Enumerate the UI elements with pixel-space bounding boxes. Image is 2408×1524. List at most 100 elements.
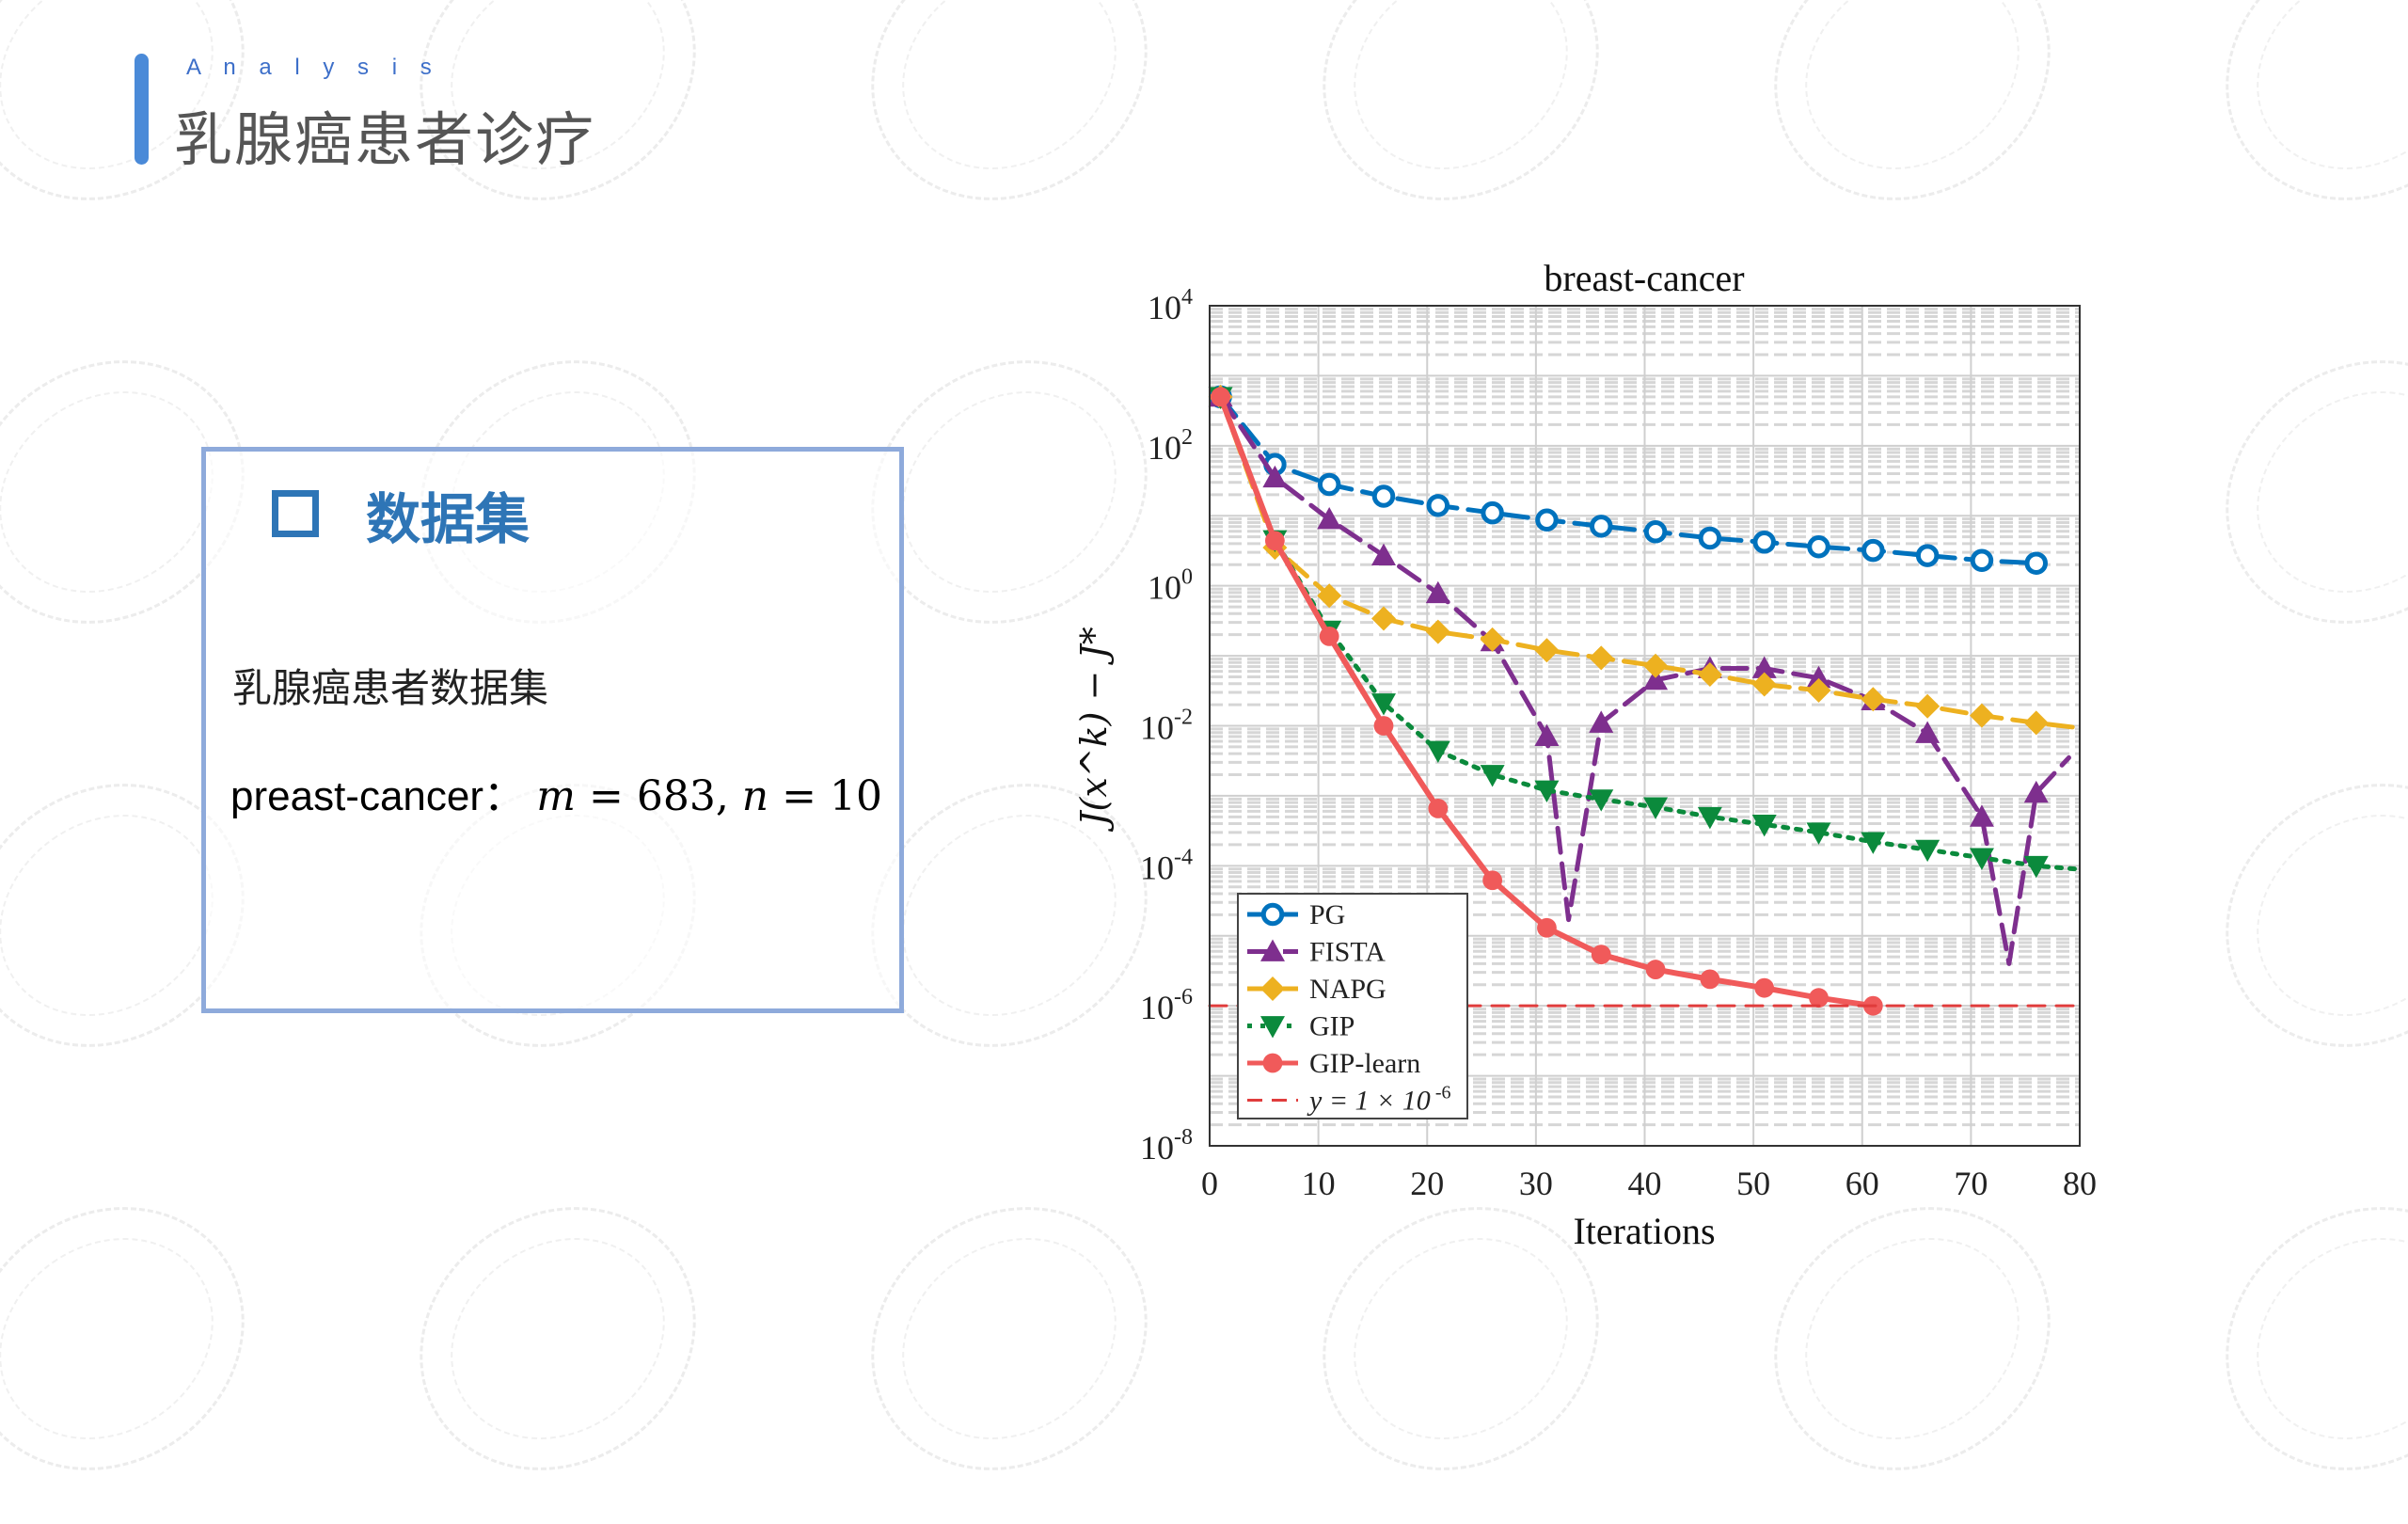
y-tick-label: 10-6: [1140, 985, 1193, 1026]
legend-label: y = 1 × 10 -6: [1307, 1083, 1450, 1117]
data-point: [2024, 551, 2048, 575]
data-point: [1534, 780, 1560, 803]
data-point: [1700, 969, 1720, 990]
data-point: [1534, 638, 1560, 663]
data-point: [1969, 848, 1994, 870]
title-accent-bar: [135, 54, 149, 165]
dataset-formula: preast-cancer： m = 683, n = 10: [230, 772, 882, 820]
y-axis-label: J(x^k) − J*: [1073, 627, 1115, 832]
legend-label: GIP-learn: [1309, 1048, 1420, 1079]
data-point: [1425, 619, 1450, 644]
data-point: [1643, 520, 1668, 544]
dataset-heading: 数据集: [366, 487, 531, 551]
data-point: [1752, 531, 1776, 554]
legend-item: GIP: [1247, 1011, 1354, 1042]
data-point: [1264, 531, 1285, 551]
page-title: 乳腺癌患者诊疗: [174, 105, 596, 174]
n-symbol: n: [741, 772, 769, 820]
data-point: [1317, 507, 1342, 530]
data-point: [1317, 583, 1342, 609]
data-point: [1915, 721, 1941, 743]
data-point: [1806, 665, 1831, 689]
x-axis-label: Iterations: [1573, 1210, 1715, 1252]
legend-marker-icon: [1260, 939, 1285, 961]
data-point: [1969, 804, 1994, 827]
plot-frame: [1209, 305, 2081, 1147]
data-point: [1262, 465, 1288, 488]
data-point: [1698, 526, 1722, 550]
data-point: [1371, 693, 1396, 716]
legend-marker-icon: [1262, 1053, 1283, 1073]
data-point: [1751, 814, 1777, 837]
data-point: [1643, 667, 1669, 691]
legend-marker-icon: [1260, 976, 1285, 1001]
x-tick-label: 40: [1628, 1165, 1662, 1202]
legend-label: GIP: [1309, 1011, 1354, 1042]
m-value: 683: [636, 772, 716, 820]
data-point: [1861, 687, 1886, 712]
y-tick-label: 104: [1148, 285, 1193, 326]
data-point: [1754, 977, 1775, 998]
data-point: [1373, 716, 1394, 736]
data-point: [1697, 661, 1722, 687]
y-tick-label: 10-2: [1140, 706, 1193, 747]
data-point: [1806, 822, 1831, 845]
legend-label: NAPG: [1309, 974, 1386, 1005]
legend-item: PG: [1247, 899, 1345, 930]
legend-item: NAPG: [1247, 974, 1386, 1005]
dataset-panel: 数据集 乳腺癌患者数据集 preast-cancer： m = 683, n =…: [201, 447, 904, 1013]
series-line: [1218, 394, 2083, 731]
section-subtitle: A n a l y s i s: [186, 55, 440, 80]
legend-item: FISTA: [1247, 937, 1386, 968]
x-tick-label: 30: [1519, 1165, 1553, 1202]
square-bullet-icon: [272, 490, 319, 537]
data-point: [1589, 789, 1614, 812]
data-point: [2023, 710, 2049, 736]
data-point: [1535, 508, 1559, 532]
data-point: [1807, 535, 1830, 559]
data-point: [1970, 548, 1994, 572]
data-point: [1480, 765, 1505, 787]
legend-label: FISTA: [1309, 937, 1386, 968]
data-point: [1537, 917, 1557, 938]
chart-title: breast-cancer: [1544, 257, 1744, 299]
y-tick-label: 100: [1148, 565, 1193, 607]
m-symbol: m: [536, 772, 576, 820]
legend-box: [1237, 893, 1468, 1119]
data-point: [1481, 500, 1504, 525]
x-tick-label: 50: [1736, 1165, 1770, 1202]
x-tick-label: 20: [1410, 1165, 1444, 1202]
data-point: [1806, 677, 1831, 703]
dataset-name: preast-cancer：: [230, 773, 526, 819]
data-point: [1590, 515, 1613, 538]
n-value: 10: [829, 772, 882, 820]
x-tick-label: 0: [1201, 1165, 1218, 1202]
y-tick-label: 102: [1148, 425, 1193, 467]
data-point: [1751, 656, 1777, 678]
legend-marker-icon: [1260, 902, 1285, 927]
legend-item: GIP-learn: [1247, 1048, 1420, 1079]
data-point: [1371, 484, 1396, 508]
data-point: [1534, 723, 1560, 746]
legend-item: y = 1 × 10 -6: [1247, 1083, 1450, 1117]
data-point: [1482, 870, 1503, 891]
data-point: [1317, 472, 1341, 497]
dataset-description: 乳腺癌患者数据集: [232, 665, 549, 711]
data-point: [1426, 494, 1450, 517]
data-point: [1589, 710, 1614, 733]
data-point: [1589, 645, 1614, 671]
data-point: [1371, 606, 1396, 631]
data-point: [1591, 945, 1611, 965]
data-point: [1425, 740, 1450, 764]
data-point: [1645, 960, 1666, 979]
data-point: [1371, 543, 1396, 565]
legend-label: PG: [1309, 899, 1345, 930]
data-point: [1969, 703, 1994, 728]
x-tick-label: 70: [1954, 1165, 1988, 1202]
series-line: [1218, 394, 2039, 566]
x-tick-label: 80: [2063, 1165, 2097, 1202]
data-point: [1915, 693, 1941, 719]
data-point: [1915, 839, 1941, 863]
data-point: [1861, 832, 1886, 854]
data-point: [1915, 544, 1940, 567]
